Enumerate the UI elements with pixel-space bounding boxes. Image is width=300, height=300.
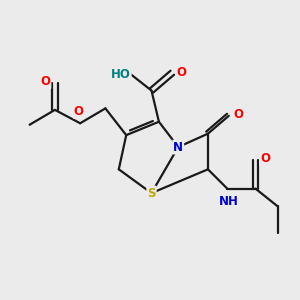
Text: N: N xyxy=(173,140,183,154)
Text: O: O xyxy=(233,108,243,121)
Text: O: O xyxy=(177,66,187,79)
Text: NH: NH xyxy=(219,195,239,208)
Text: O: O xyxy=(260,152,270,165)
Text: O: O xyxy=(40,75,50,88)
Text: HO: HO xyxy=(111,68,131,81)
Text: S: S xyxy=(147,187,156,200)
Text: O: O xyxy=(74,105,84,118)
